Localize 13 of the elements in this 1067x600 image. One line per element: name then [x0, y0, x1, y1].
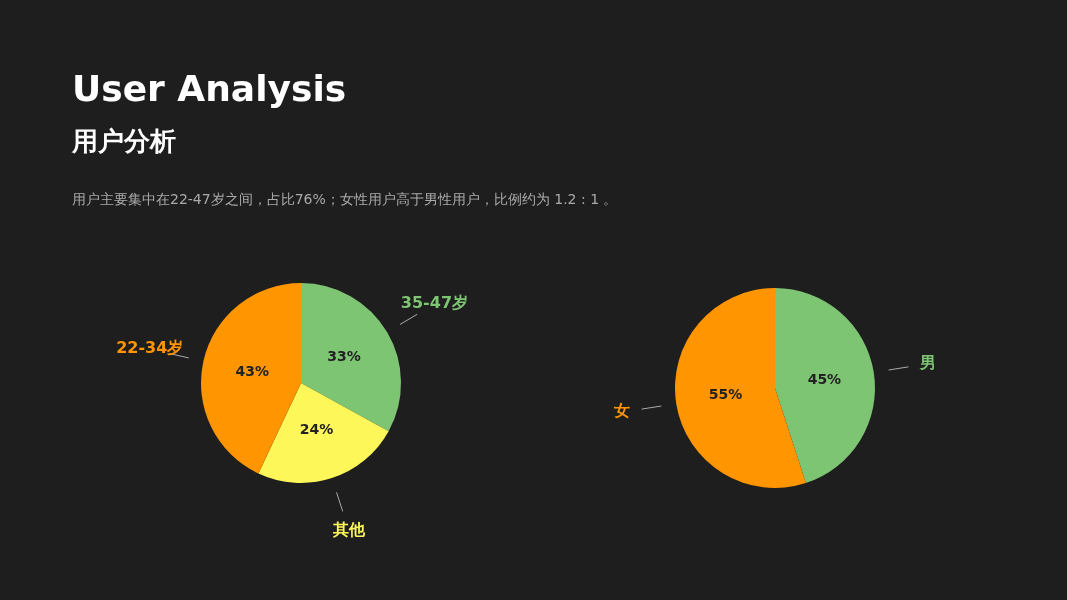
data-label: 24%	[299, 421, 334, 438]
data-label: 45%	[807, 370, 842, 387]
slice-label: 35-47岁	[400, 293, 468, 313]
data-label: 55%	[708, 386, 743, 403]
slice-label: 男	[919, 352, 937, 372]
slice-label: 女	[612, 401, 630, 421]
slice-label: 其他	[331, 519, 366, 539]
data-label: 33%	[327, 348, 361, 365]
chart-subtitle: 用户分析	[72, 125, 176, 158]
chart-title: User Analysis	[72, 68, 347, 109]
data-label: 43%	[235, 362, 269, 379]
slice-label: 22-34岁	[116, 338, 184, 358]
text: 用户主要集中在22-47岁之间，占比76%；女性用户高于男性用户，比例约为 1.2 : 1 。	[72, 191, 618, 209]
